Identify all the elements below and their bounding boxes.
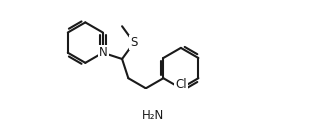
Text: Cl: Cl (175, 78, 187, 91)
Text: N: N (99, 46, 108, 59)
Text: H₂N: H₂N (142, 109, 164, 122)
Text: S: S (130, 36, 138, 49)
